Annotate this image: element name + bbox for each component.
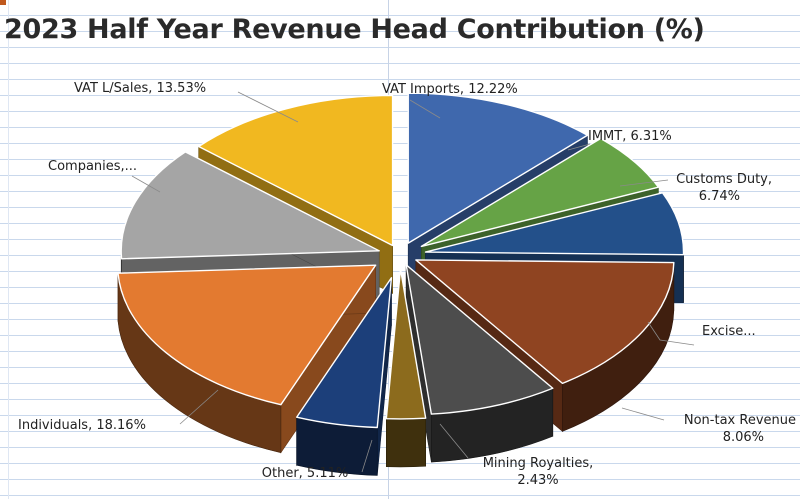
- pie-slice-top-vat-imports: [407, 92, 589, 244]
- leader-line-vat-imports: [409, 99, 441, 119]
- pie-slice-rim-mining-royalties: [386, 417, 426, 468]
- leader-line-companies: [131, 175, 161, 193]
- data-label-vat-l-sales: VAT L/Sales, 13.53%: [74, 81, 206, 96]
- chart-title: 2023 Half Year Revenue Head Contribution…: [4, 14, 705, 45]
- leader-line-non-tax-revenue: [621, 407, 665, 421]
- data-label-line: Other, 5.11%: [262, 466, 348, 481]
- data-label-line: Excise...: [702, 324, 756, 339]
- pie-slice-mining-royalties: [385, 268, 427, 468]
- data-label-non-tax-revenue: Non-tax Revenue 8.06%: [684, 413, 796, 445]
- data-label-line: Companies,...: [48, 159, 137, 174]
- data-label-other: Other, 5.11%: [262, 466, 348, 481]
- pie-slice-top-vat-l-sales: [197, 94, 394, 247]
- data-label-excise: Excise...: [702, 324, 756, 339]
- leader-line-individuals: [179, 389, 219, 425]
- data-label-customs-duty: Customs Duty, 6.74%: [676, 172, 772, 204]
- pie-slice-top-mining-royalties: [385, 268, 427, 420]
- data-label-immt: IMMT, 6.31%: [588, 129, 672, 144]
- data-label-line: Mining Royalties,: [483, 456, 594, 471]
- pie-slice-top-excise: [415, 259, 675, 385]
- data-label-line: 8.06%: [723, 430, 764, 445]
- leader-line-mining-royalties: [439, 423, 469, 459]
- data-label-line: Non-tax Revenue: [684, 413, 796, 428]
- pie-slice-top-immt: [420, 137, 660, 248]
- leader-line-immt: [567, 143, 591, 151]
- page-rule-vertical-left: [8, 0, 9, 499]
- data-label-line: 6.74%: [699, 189, 740, 204]
- corner-accent: [0, 0, 6, 5]
- data-label-individuals: Individuals, 18.16%: [18, 418, 146, 433]
- data-label-line: VAT Imports, 12.22%: [382, 82, 518, 97]
- data-label-companies: Companies,...: [48, 159, 137, 174]
- pie-slice-top-individuals: [117, 264, 377, 406]
- leader-line-other: [361, 439, 373, 473]
- pie-slice-top-customs-duty: [424, 192, 685, 256]
- data-label-mining-royalties: Mining Royalties, 2.43%: [483, 456, 594, 488]
- data-label-line: VAT L/Sales, 13.53%: [74, 81, 206, 96]
- data-label-vat-imports: VAT Imports, 12.22%: [382, 82, 518, 97]
- pie-slice-non-tax-revenue: [405, 264, 554, 463]
- data-label-line: Individuals, 18.16%: [18, 418, 146, 433]
- pie-slice-top-other: [295, 277, 393, 429]
- data-label-line: Customs Duty,: [676, 172, 772, 187]
- leader-line-customs-duty: [619, 179, 669, 187]
- data-label-line: 2.43%: [517, 473, 558, 488]
- pie-slice-top-companies: [120, 151, 380, 260]
- pie-slice-top-non-tax-revenue: [405, 264, 554, 415]
- data-label-line: IMMT, 6.31%: [588, 129, 672, 144]
- pie-slice-other: [295, 276, 393, 476]
- leader-line-vat-l-sales: [237, 91, 299, 123]
- leader-line-excise: [647, 321, 695, 346]
